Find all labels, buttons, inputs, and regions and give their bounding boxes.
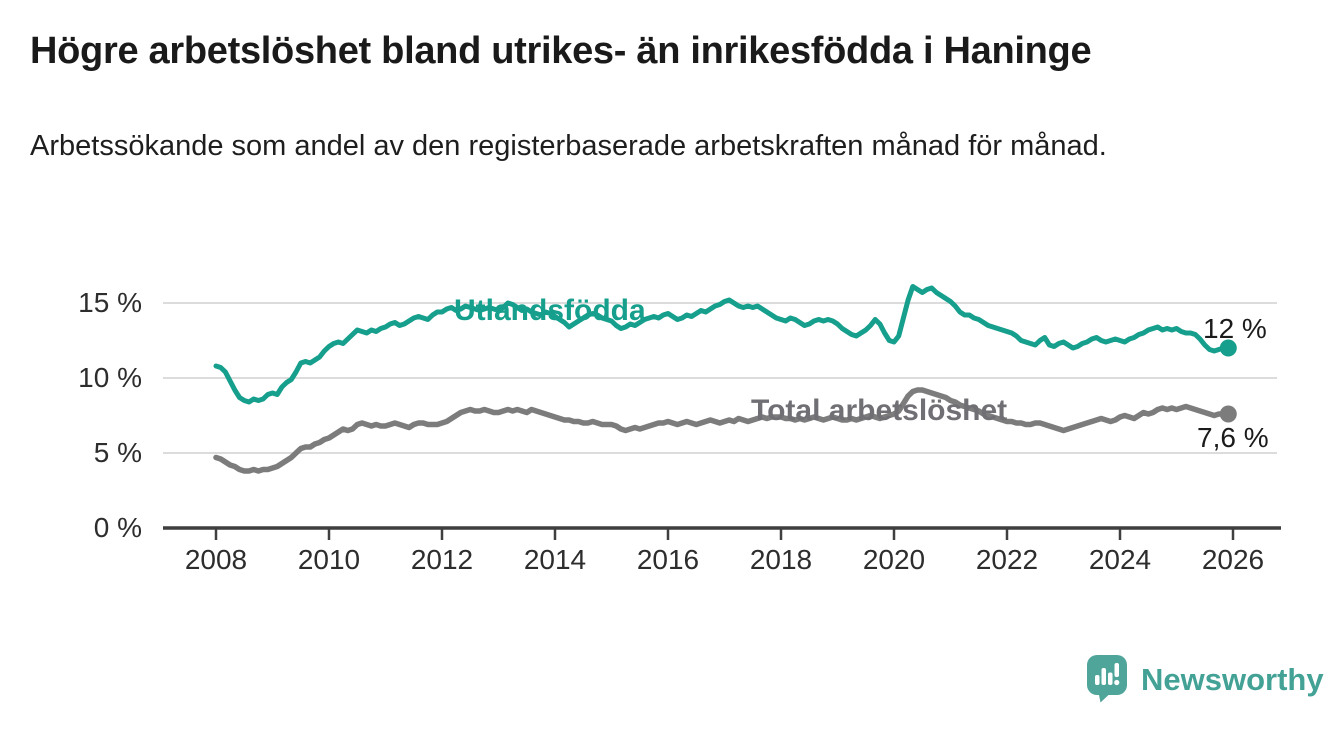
newsworthy-logo-icon: [1087, 655, 1127, 703]
series-line-utlandsfodda: [213, 284, 1231, 405]
x-axis-tick-label: 2020: [862, 544, 926, 575]
series-end-dot-utlandsfodda: [1219, 339, 1237, 357]
series-line-total-arbetsloshet: [213, 387, 1232, 474]
x-axis-tick-label: 2010: [297, 544, 361, 575]
y-axis-tick-label: 5 %: [93, 437, 142, 468]
newsworthy-wordmark: Newsworthy: [1141, 661, 1324, 697]
series-label-utlandsfodda: Utlandsfödda: [454, 294, 646, 327]
y-axis-tick-label: 0 %: [93, 512, 142, 543]
y-axis-tick-label: 10 %: [78, 362, 142, 393]
x-axis-tick-label: 2014: [523, 544, 587, 575]
x-axis-tick-label: 2012: [410, 544, 474, 575]
y-axis-tick-label: 15 %: [78, 287, 142, 318]
x-axis-tick-label: 2022: [975, 544, 1039, 575]
chart-subtitle: Arbetssökande som andel av den registerb…: [30, 130, 1107, 162]
x-axis-tick-label: 2016: [636, 544, 700, 575]
chart-title: Högre arbetslöshet bland utrikes- än inr…: [30, 30, 1092, 72]
end-value-label-total-arbetsloshet: 7,6 %: [1197, 422, 1269, 453]
x-axis-tick-label: 2026: [1201, 544, 1265, 575]
x-axis-tick-label: 2024: [1088, 544, 1152, 575]
x-axis-tick-label: 2018: [749, 544, 813, 575]
end-value-label-utlandsfodda: 12 %: [1203, 313, 1267, 344]
x-axis-tick-label: 2008: [184, 544, 248, 575]
newsworthy-logo: Newsworthy: [1087, 655, 1324, 703]
series-end-dot-total-arbetsloshet: [1219, 405, 1237, 423]
series-label-total-arbetsloshet: Total arbetslöshet: [751, 394, 1008, 427]
